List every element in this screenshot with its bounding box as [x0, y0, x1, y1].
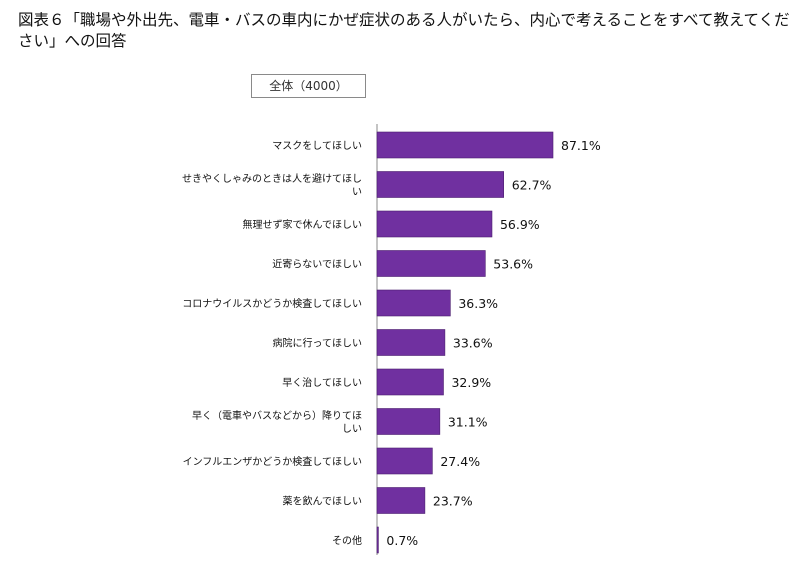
value-label-10: 0.7%: [386, 533, 418, 548]
bar-9: [376, 487, 426, 514]
value-label-1: 62.7%: [512, 178, 552, 193]
category-label-10: その他: [332, 534, 362, 547]
value-label-3: 53.6%: [493, 257, 533, 272]
bar-7: [376, 408, 441, 435]
value-label-2: 56.9%: [500, 217, 540, 232]
value-label-6: 32.9%: [451, 375, 491, 390]
bar-10: [376, 526, 379, 554]
bar-8: [376, 447, 433, 475]
category-label-2: 無理せず家で休んでほしい: [243, 218, 363, 231]
category-label-4: コロナウイルスかどうか検査してほしい: [182, 297, 362, 310]
bar-3: [376, 250, 486, 277]
category-label-3: 近寄らないでほしい: [272, 258, 362, 271]
category-label-8: インフルエンザかどうか検査してほしい: [183, 455, 362, 468]
category-label-5: 病院に行ってほしい: [273, 337, 363, 350]
chart-title: 図表６「職場や外出先、電車・バスの車内にかぜ症状のある人がいたら、内心で考えるこ…: [18, 11, 790, 50]
bar-6: [376, 368, 444, 396]
value-label-5: 33.6%: [453, 336, 493, 351]
value-label-0: 87.1%: [561, 138, 601, 153]
value-label-4: 36.3%: [458, 296, 498, 311]
segment-filter-box[interactable]: 全体（4000）: [251, 74, 366, 98]
value-label-7: 31.1%: [448, 415, 488, 430]
value-label-9: 23.7%: [433, 494, 473, 509]
category-label-6: 早く治してほしい: [282, 376, 362, 389]
bar-2: [376, 210, 493, 238]
value-label-8: 27.4%: [440, 454, 480, 469]
category-label-7: 早く（電車やバスなどから）降りてほしい: [192, 409, 362, 435]
bar-1: [376, 171, 504, 198]
bar-0: [376, 131, 554, 159]
bar-4: [376, 289, 451, 317]
category-label-1: せきやくしゃみのときは人を避けてほしい: [182, 172, 362, 198]
category-label-0: マスクをしてほしい: [272, 140, 362, 152]
bar-5: [376, 329, 446, 356]
category-label-9: 薬を飲んでほしい: [283, 495, 363, 508]
